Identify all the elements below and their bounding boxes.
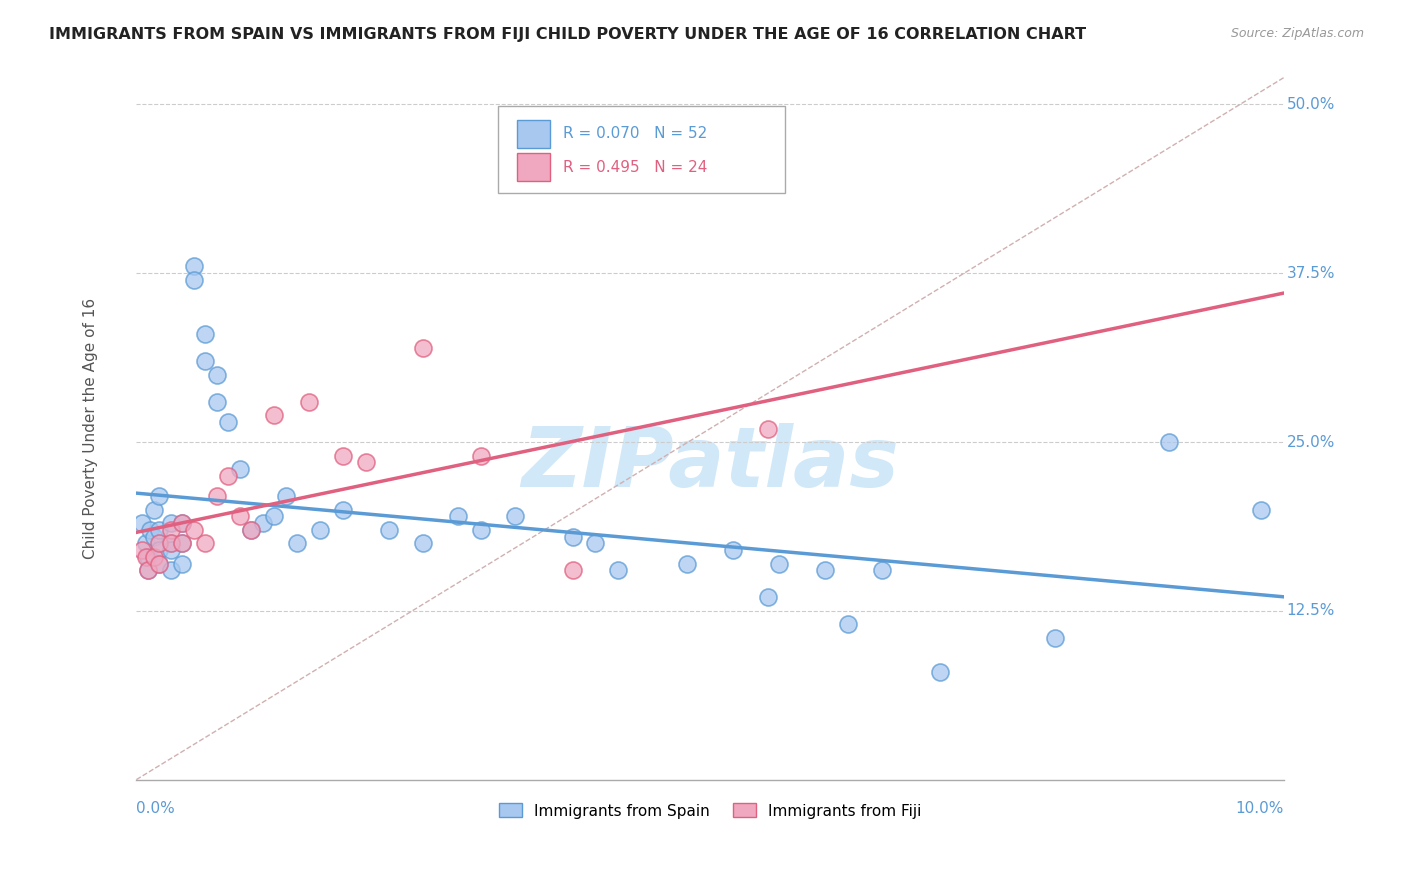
Point xyxy=(131,516,153,530)
Point xyxy=(135,536,157,550)
Point xyxy=(148,557,170,571)
Point xyxy=(332,502,354,516)
Point xyxy=(159,516,181,530)
Point xyxy=(131,543,153,558)
Point xyxy=(676,557,699,571)
Point xyxy=(240,523,263,537)
Text: IMMIGRANTS FROM SPAIN VS IMMIGRANTS FROM FIJI CHILD POVERTY UNDER THE AGE OF 16 : IMMIGRANTS FROM SPAIN VS IMMIGRANTS FROM… xyxy=(49,27,1087,42)
Point xyxy=(142,549,165,564)
Point xyxy=(756,421,779,435)
Point xyxy=(240,523,263,537)
Text: Child Poverty Under the Age of 16: Child Poverty Under the Age of 16 xyxy=(83,298,98,559)
Legend: Immigrants from Spain, Immigrants from Fiji: Immigrants from Spain, Immigrants from F… xyxy=(494,797,928,824)
Point xyxy=(148,489,170,503)
Point xyxy=(263,408,285,422)
Point xyxy=(172,557,194,571)
Point xyxy=(194,354,217,368)
Point xyxy=(470,523,492,537)
Point xyxy=(136,563,159,577)
Point xyxy=(814,563,837,577)
Point xyxy=(159,563,181,577)
Point xyxy=(263,509,285,524)
Point xyxy=(148,543,170,558)
Point xyxy=(139,523,162,537)
Point xyxy=(285,536,308,550)
Point xyxy=(447,509,470,524)
Point xyxy=(837,617,859,632)
Point xyxy=(205,489,228,503)
Point xyxy=(928,665,950,679)
Point xyxy=(172,516,194,530)
Point xyxy=(354,455,377,469)
Point xyxy=(607,563,630,577)
Point xyxy=(194,326,217,341)
Point xyxy=(470,449,492,463)
Text: 0.0%: 0.0% xyxy=(136,801,176,815)
Point xyxy=(159,543,181,558)
Point xyxy=(412,536,434,550)
Point xyxy=(561,563,583,577)
Point xyxy=(274,489,297,503)
Bar xyxy=(517,153,550,181)
Point xyxy=(148,536,170,550)
Point xyxy=(148,523,170,537)
Point xyxy=(1043,631,1066,645)
FancyBboxPatch shape xyxy=(498,105,785,194)
Point xyxy=(872,563,894,577)
Point xyxy=(297,394,319,409)
Point xyxy=(159,536,181,550)
Point xyxy=(768,557,790,571)
Point xyxy=(142,530,165,544)
Point xyxy=(412,341,434,355)
Text: R = 0.070   N = 52: R = 0.070 N = 52 xyxy=(564,126,707,141)
Point xyxy=(194,536,217,550)
Text: 10.0%: 10.0% xyxy=(1236,801,1284,815)
Point xyxy=(378,523,401,537)
Bar xyxy=(517,120,550,148)
Point xyxy=(172,536,194,550)
Point xyxy=(585,536,607,550)
Point xyxy=(205,394,228,409)
Text: Source: ZipAtlas.com: Source: ZipAtlas.com xyxy=(1230,27,1364,40)
Point xyxy=(252,516,274,530)
Point xyxy=(332,449,354,463)
Point xyxy=(172,536,194,550)
Point xyxy=(1159,435,1181,450)
Point xyxy=(228,462,250,476)
Point xyxy=(217,415,239,429)
Point xyxy=(205,368,228,382)
Point xyxy=(172,516,194,530)
Text: ZIPatlas: ZIPatlas xyxy=(522,423,900,504)
Point xyxy=(217,468,239,483)
Point xyxy=(135,549,157,564)
Text: 50.0%: 50.0% xyxy=(1286,97,1334,112)
Point xyxy=(159,536,181,550)
Point xyxy=(142,502,165,516)
Point xyxy=(183,523,205,537)
Point xyxy=(183,260,205,274)
Point xyxy=(721,543,744,558)
Point xyxy=(183,273,205,287)
Point xyxy=(756,591,779,605)
Text: 25.0%: 25.0% xyxy=(1286,434,1334,450)
Point xyxy=(309,523,332,537)
Point xyxy=(503,509,526,524)
Point xyxy=(1250,502,1272,516)
Point xyxy=(561,530,583,544)
Point xyxy=(159,523,181,537)
Point xyxy=(228,509,250,524)
Point xyxy=(148,557,170,571)
Point xyxy=(136,549,159,564)
Text: R = 0.495   N = 24: R = 0.495 N = 24 xyxy=(564,160,707,175)
Text: 12.5%: 12.5% xyxy=(1286,603,1334,618)
Text: 37.5%: 37.5% xyxy=(1286,266,1334,281)
Point xyxy=(136,563,159,577)
